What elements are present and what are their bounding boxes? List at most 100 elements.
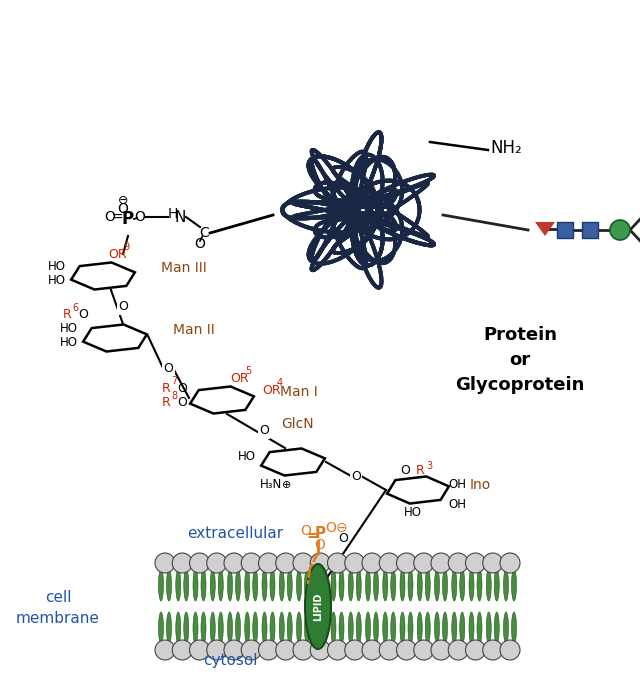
Text: HO: HO (60, 335, 78, 348)
Bar (557, 222, 573, 238)
Ellipse shape (176, 569, 180, 601)
Text: ⊖: ⊖ (336, 521, 348, 535)
Ellipse shape (227, 612, 232, 644)
Circle shape (241, 553, 261, 573)
Ellipse shape (383, 569, 388, 601)
Text: GlcN: GlcN (282, 417, 314, 431)
Ellipse shape (211, 612, 215, 644)
Circle shape (500, 640, 520, 660)
Circle shape (310, 553, 330, 573)
Ellipse shape (193, 612, 198, 644)
Text: OH: OH (448, 497, 466, 510)
Text: ⊕: ⊕ (282, 480, 292, 490)
Ellipse shape (339, 612, 344, 644)
Ellipse shape (305, 612, 310, 644)
Ellipse shape (262, 612, 267, 644)
Text: HO: HO (48, 259, 66, 273)
Polygon shape (83, 325, 147, 352)
Circle shape (276, 553, 296, 573)
Circle shape (500, 553, 520, 573)
Ellipse shape (305, 569, 310, 601)
Ellipse shape (486, 612, 492, 644)
Ellipse shape (460, 612, 465, 644)
Text: O: O (78, 308, 88, 321)
Circle shape (413, 553, 434, 573)
Circle shape (465, 553, 486, 573)
Ellipse shape (374, 612, 378, 644)
Text: O: O (164, 362, 173, 375)
Text: 3: 3 (426, 461, 432, 471)
Text: O: O (118, 202, 129, 216)
Text: O: O (259, 425, 269, 437)
Ellipse shape (201, 612, 206, 644)
Ellipse shape (348, 612, 353, 644)
Circle shape (362, 553, 382, 573)
Ellipse shape (452, 569, 457, 601)
Circle shape (431, 640, 451, 660)
Ellipse shape (314, 612, 319, 644)
Ellipse shape (417, 612, 422, 644)
Circle shape (465, 640, 486, 660)
Text: 8: 8 (171, 391, 177, 401)
Ellipse shape (400, 612, 405, 644)
Circle shape (380, 640, 399, 660)
Ellipse shape (166, 612, 172, 644)
Text: LIPID: LIPID (313, 593, 323, 621)
Circle shape (224, 553, 244, 573)
Ellipse shape (159, 612, 163, 644)
Text: O: O (301, 524, 312, 538)
Ellipse shape (348, 569, 353, 601)
Ellipse shape (425, 612, 430, 644)
Ellipse shape (356, 612, 361, 644)
Ellipse shape (296, 612, 301, 644)
Text: cell
membrane: cell membrane (16, 590, 100, 626)
Circle shape (610, 220, 630, 240)
Circle shape (241, 640, 261, 660)
Ellipse shape (442, 612, 447, 644)
Polygon shape (261, 448, 325, 475)
Text: 7: 7 (171, 376, 177, 386)
Circle shape (310, 640, 330, 660)
Text: O: O (315, 538, 325, 552)
Ellipse shape (253, 569, 258, 601)
Ellipse shape (477, 569, 482, 601)
Text: OR: OR (230, 371, 248, 385)
Circle shape (362, 640, 382, 660)
Circle shape (155, 553, 175, 573)
Ellipse shape (193, 569, 198, 601)
Text: O: O (177, 381, 187, 394)
Text: extracellular: extracellular (187, 526, 283, 541)
Ellipse shape (270, 612, 275, 644)
Circle shape (431, 553, 451, 573)
Text: R: R (416, 464, 425, 477)
Ellipse shape (365, 569, 371, 601)
Text: Ino: Ino (470, 478, 492, 492)
Ellipse shape (279, 612, 284, 644)
Text: NH₂: NH₂ (490, 139, 522, 157)
Circle shape (259, 640, 278, 660)
Text: ⊖: ⊖ (118, 194, 128, 207)
Ellipse shape (494, 569, 499, 601)
Polygon shape (387, 477, 449, 504)
Ellipse shape (408, 569, 413, 601)
Ellipse shape (435, 569, 440, 601)
Ellipse shape (374, 569, 378, 601)
Ellipse shape (166, 569, 172, 601)
Text: HO: HO (238, 450, 256, 464)
Circle shape (189, 553, 209, 573)
Text: HO: HO (60, 321, 78, 335)
Circle shape (207, 553, 227, 573)
Ellipse shape (331, 612, 336, 644)
Circle shape (380, 553, 399, 573)
Ellipse shape (184, 569, 189, 601)
Text: 9: 9 (123, 242, 129, 252)
Ellipse shape (511, 569, 516, 601)
Circle shape (448, 553, 468, 573)
Circle shape (448, 640, 468, 660)
Ellipse shape (322, 612, 327, 644)
Text: P: P (314, 526, 326, 541)
Ellipse shape (305, 564, 331, 649)
Ellipse shape (218, 569, 223, 601)
Text: O: O (326, 521, 337, 535)
Text: Man II: Man II (173, 323, 215, 337)
